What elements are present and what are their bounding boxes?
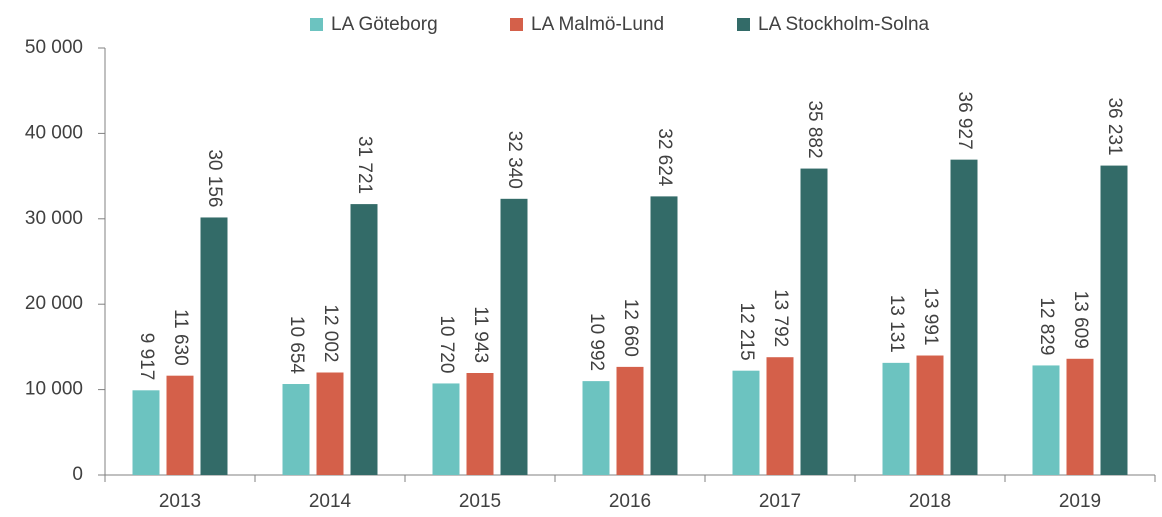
x-tick-label: 2018 bbox=[909, 491, 951, 512]
value-label: 12 215 bbox=[736, 303, 757, 361]
legend-label: LA Stockholm-Solna bbox=[758, 14, 930, 35]
value-label: 30 156 bbox=[204, 149, 225, 207]
bar bbox=[316, 372, 344, 475]
value-label: 12 829 bbox=[1036, 297, 1057, 355]
value-label: 32 624 bbox=[654, 128, 675, 187]
x-tick-label: 2016 bbox=[609, 491, 651, 512]
y-tick-label: 40 000 bbox=[25, 122, 83, 143]
bar bbox=[350, 204, 378, 475]
y-tick-label: 10 000 bbox=[25, 379, 83, 400]
legend-swatch bbox=[510, 18, 523, 31]
value-label: 13 991 bbox=[920, 287, 941, 345]
bar bbox=[500, 198, 528, 475]
x-tick-label: 2017 bbox=[759, 491, 801, 512]
x-tick-label: 2015 bbox=[459, 491, 501, 512]
bar bbox=[432, 383, 460, 475]
bar bbox=[166, 375, 194, 475]
bar bbox=[650, 196, 678, 475]
value-label: 11 630 bbox=[170, 309, 191, 366]
bar bbox=[1066, 358, 1094, 475]
bar bbox=[1032, 365, 1060, 475]
bar bbox=[882, 362, 910, 475]
bar bbox=[582, 381, 610, 475]
legend-swatch bbox=[310, 18, 323, 31]
value-label: 13 131 bbox=[886, 295, 907, 353]
value-label: 11 943 bbox=[470, 306, 491, 363]
value-label: 31 721 bbox=[354, 136, 375, 194]
value-label: 12 002 bbox=[320, 304, 341, 362]
bar bbox=[732, 370, 760, 475]
bar bbox=[800, 168, 828, 475]
bar bbox=[950, 159, 978, 475]
bar bbox=[616, 366, 644, 475]
value-label: 32 340 bbox=[504, 131, 525, 189]
bar bbox=[916, 355, 944, 475]
bar bbox=[466, 373, 494, 475]
value-label: 10 992 bbox=[586, 313, 607, 371]
x-tick-label: 2013 bbox=[159, 491, 201, 512]
y-tick-label: 0 bbox=[72, 464, 83, 485]
y-tick-label: 20 000 bbox=[25, 293, 83, 314]
bar bbox=[766, 357, 794, 475]
value-label: 35 882 bbox=[804, 100, 825, 158]
value-label: 10 720 bbox=[436, 315, 457, 373]
legend-label: LA Göteborg bbox=[331, 14, 438, 35]
value-label: 13 609 bbox=[1070, 291, 1091, 349]
value-label: 36 231 bbox=[1104, 97, 1125, 155]
bar bbox=[282, 384, 310, 475]
legend-swatch bbox=[737, 18, 750, 31]
value-label: 10 654 bbox=[286, 316, 307, 375]
y-tick-label: 30 000 bbox=[25, 208, 83, 229]
bar bbox=[132, 390, 160, 475]
x-tick-label: 2014 bbox=[309, 491, 352, 512]
legend-label: LA Malmö-Lund bbox=[531, 14, 664, 35]
value-label: 36 927 bbox=[954, 92, 975, 150]
x-tick-label: 2019 bbox=[1059, 491, 1101, 512]
bar bbox=[1100, 165, 1128, 475]
bar bbox=[200, 217, 228, 475]
value-label: 13 792 bbox=[770, 289, 791, 347]
value-label: 9 917 bbox=[136, 333, 157, 381]
value-label: 12 660 bbox=[620, 299, 641, 357]
y-tick-label: 50 000 bbox=[25, 37, 83, 58]
